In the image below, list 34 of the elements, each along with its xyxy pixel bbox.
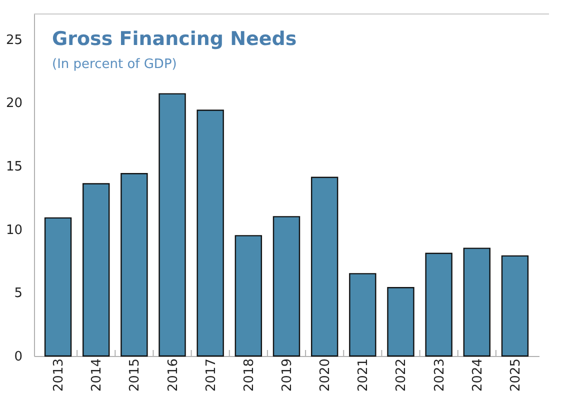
x-tick-label: 2014 [90,358,105,392]
x-tick-label: 2022 [394,358,410,392]
x-tick-label: 2016 [166,358,181,392]
text: Gross Financing Needs [52,28,297,50]
bar [234,235,262,357]
x-tick-label: 2015 [128,358,143,392]
y-tick-label: 20 [6,96,22,112]
x-tick-label: 2019 [280,358,295,392]
y-tick-label: 25 [6,32,22,48]
x-tick-label: 2024 [470,358,486,392]
bar [196,110,224,357]
bar [272,216,300,357]
bar [120,173,148,357]
x-tick-label: 2025 [508,358,524,392]
x-tick-label: 2023 [432,358,448,392]
bar [501,255,529,357]
y-tick-label: 5 [14,286,22,302]
bar [44,217,72,357]
x-tick-label: 2018 [242,358,257,392]
x-tick-label: 2017 [204,358,219,392]
y-tick-label: 15 [6,160,22,174]
x-tick-label: 2021 [356,358,372,392]
bar [387,287,414,357]
bar [82,183,110,357]
bar [349,273,376,357]
x-tick-label: 2013 [52,358,67,392]
y-tick-label: 0 [14,350,22,364]
bar [310,176,338,357]
x-tick-label: 2020 [318,358,334,392]
bar [463,248,490,357]
bar [158,93,186,357]
bar [425,252,452,357]
text: (In percent of GDP) [52,57,177,72]
y-tick-label: 10 [6,222,22,238]
